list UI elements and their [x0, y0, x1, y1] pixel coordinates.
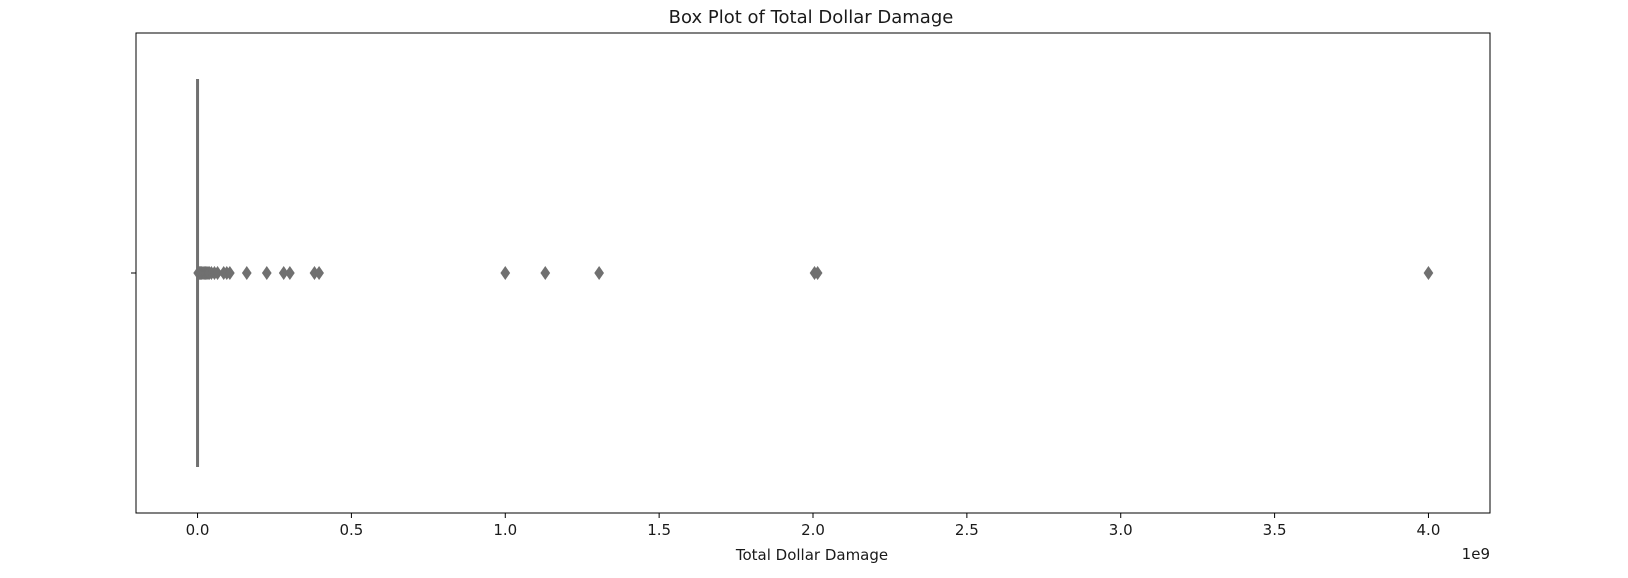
x-tick-label: 4.0	[1417, 521, 1441, 539]
x-tick-label: 2.0	[801, 521, 825, 539]
x-tick-label: 2.5	[955, 521, 979, 539]
x-tick-label: 1.5	[647, 521, 671, 539]
x-axis: 0.0 0.5 1.0 1.5 2.0 2.5 3.0 3.5 4.0	[186, 513, 1441, 539]
x-axis-label: Total Dollar Damage	[735, 546, 888, 564]
outlier-layer	[193, 265, 1434, 281]
outlier-marker	[284, 265, 295, 281]
outlier-marker	[540, 265, 551, 281]
x-tick-label: 3.5	[1263, 521, 1287, 539]
chart-title: Box Plot of Total Dollar Damage	[669, 7, 954, 28]
outlier-marker	[241, 265, 252, 281]
outlier-marker	[314, 265, 324, 281]
outlier-marker	[594, 265, 604, 281]
x-tick-label: 0.0	[186, 521, 210, 539]
x-tick-label: 0.5	[339, 521, 363, 539]
outlier-marker	[500, 265, 511, 281]
x-tick-label: 1.0	[493, 521, 517, 539]
outlier-marker	[224, 265, 235, 281]
outlier-marker	[261, 265, 272, 281]
x-tick-label: 3.0	[1109, 521, 1133, 539]
outlier-marker	[812, 265, 823, 281]
outlier-marker	[1423, 265, 1434, 281]
x-axis-offset-label: 1e9	[1462, 545, 1490, 563]
